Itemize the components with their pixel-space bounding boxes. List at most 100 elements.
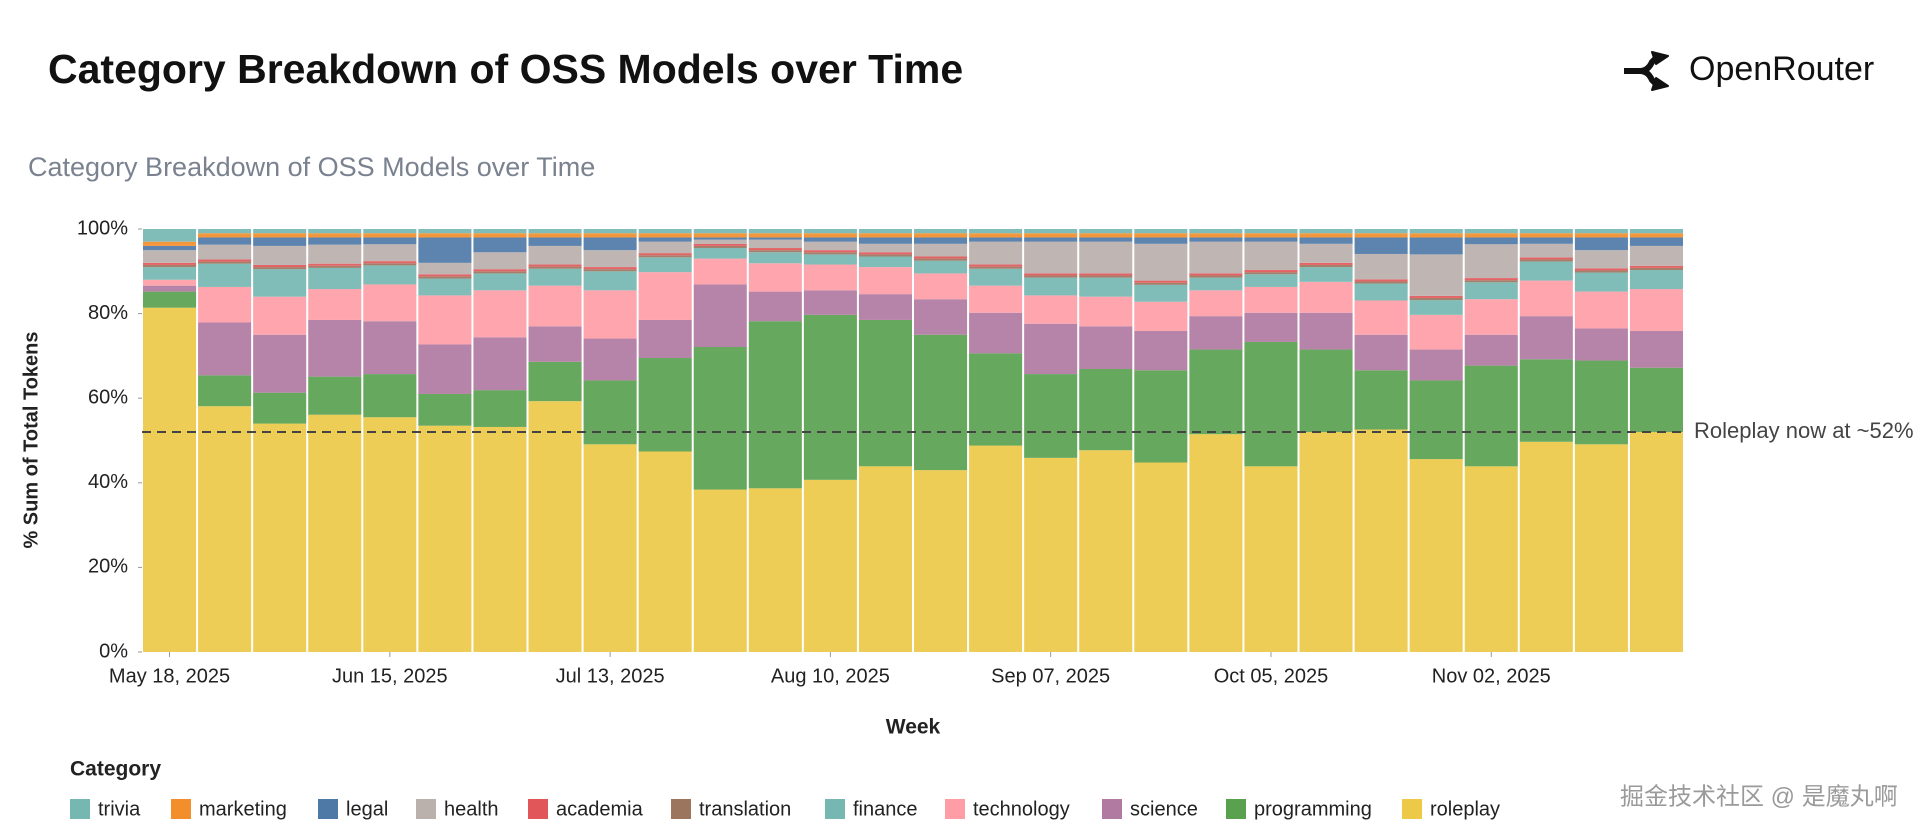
bar-segment	[1189, 316, 1243, 350]
bar-segment	[1024, 277, 1078, 296]
bar-segment	[363, 284, 417, 322]
bar-segment	[1134, 284, 1188, 302]
legend-swatch	[1226, 799, 1246, 819]
bar-segment	[914, 334, 968, 471]
bar-segment	[253, 296, 307, 335]
bar-segment	[1409, 297, 1463, 301]
bar-segment	[253, 423, 307, 652]
bar-segment	[858, 237, 912, 244]
y-tick-label: 20%	[88, 556, 128, 578]
y-tick-label: 40%	[88, 471, 128, 493]
bar-segment	[363, 321, 417, 375]
bar-segment	[693, 248, 747, 259]
bar-segment	[1244, 237, 1298, 242]
bar-segment	[528, 266, 582, 269]
bar-segment	[1079, 241, 1133, 274]
bar-segment	[1079, 369, 1133, 451]
y-axis-title: % Sum of Total Tokens	[20, 331, 42, 548]
bar-segment	[969, 233, 1023, 238]
bar-segment	[638, 358, 692, 452]
bar-segment	[583, 380, 637, 445]
bar-segment	[473, 271, 527, 274]
y-tick-label: 100%	[77, 217, 128, 239]
bar-segment	[1024, 323, 1078, 375]
watermark: 掘金技术社区 @ 是魔丸啊	[1620, 783, 1898, 810]
bar-segment	[1354, 279, 1408, 282]
bar-segment	[363, 233, 417, 238]
bar-segment	[583, 269, 637, 272]
bar-segment	[198, 259, 252, 262]
bar-segment	[969, 241, 1023, 265]
bar-segment	[803, 241, 857, 251]
bar-segment	[1024, 374, 1078, 458]
bar-segment	[1574, 268, 1628, 271]
bar-segment	[803, 237, 857, 242]
bar-segment	[914, 299, 968, 335]
bar-segment	[969, 268, 1023, 286]
bar-segment	[198, 406, 252, 652]
bar-segment	[638, 241, 692, 254]
bar-segment	[1629, 270, 1683, 290]
bar-segment	[748, 229, 802, 234]
logo-mark	[1651, 51, 1669, 91]
bar-segment	[1629, 330, 1683, 368]
bar-segment	[528, 237, 582, 246]
bar-segment	[1574, 270, 1628, 273]
bar-segment	[528, 361, 582, 402]
bar-segment	[1079, 237, 1133, 242]
bar-segment	[253, 392, 307, 424]
bar-segment	[748, 250, 802, 253]
bar-segment	[858, 466, 912, 652]
bar-segment	[198, 261, 252, 264]
bar-segment	[748, 233, 802, 238]
legend-item: trivia	[70, 798, 141, 820]
bar-segment	[143, 264, 197, 268]
bar-segment	[528, 268, 582, 286]
bar-segment	[1024, 273, 1078, 276]
bar-segment	[418, 425, 472, 652]
bar-segment	[638, 255, 692, 258]
bar-segment	[1574, 328, 1628, 361]
bar-segment	[858, 256, 912, 268]
bar-segment	[858, 319, 912, 467]
bar-segment	[308, 289, 362, 320]
legend-swatch	[671, 799, 691, 819]
legend-item: finance	[825, 798, 918, 820]
legend-label: marketing	[199, 798, 287, 820]
bar-segment	[1299, 243, 1353, 263]
legend-item: marketing	[171, 798, 287, 820]
reference-label: Roleplay now at ~52%	[1694, 418, 1914, 443]
bar-segment	[1629, 233, 1683, 238]
bar-segment	[253, 264, 307, 268]
bar-segment	[308, 267, 362, 290]
legend-label: academia	[556, 798, 644, 820]
bar-segment	[1519, 233, 1573, 238]
bar-segment	[914, 256, 968, 259]
bar-segment	[1024, 275, 1078, 278]
bar-segment	[1244, 233, 1298, 238]
bar-segment	[1079, 296, 1133, 327]
legend-label: health	[444, 798, 499, 820]
bar-segment	[198, 263, 252, 287]
bar-segment	[1629, 289, 1683, 331]
bar-segment	[969, 353, 1023, 446]
bar-segment	[1244, 312, 1298, 342]
bar-segment	[1574, 444, 1628, 652]
bar-segment	[308, 237, 362, 245]
bar-segment	[803, 233, 857, 238]
bar-segment	[1354, 281, 1408, 284]
bar-segment	[803, 250, 857, 253]
bar-segment	[1134, 301, 1188, 331]
bar-segment	[1629, 265, 1683, 268]
bar-segment	[1189, 229, 1243, 234]
bar-segment	[638, 319, 692, 359]
bar-segment	[803, 290, 857, 315]
x-tick-label: Oct 05, 2025	[1214, 665, 1329, 687]
y-tick-label: 0%	[99, 640, 128, 662]
bar-segment	[638, 229, 692, 234]
bar-segment	[528, 326, 582, 362]
bar-segment	[1134, 370, 1188, 463]
legend-label: science	[1130, 798, 1198, 820]
x-tick-label: Nov 02, 2025	[1432, 665, 1551, 687]
